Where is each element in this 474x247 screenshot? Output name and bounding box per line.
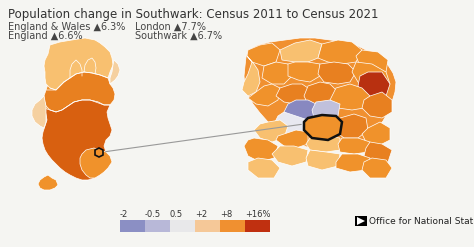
- Bar: [120, 220, 145, 232]
- Polygon shape: [306, 136, 340, 152]
- Polygon shape: [312, 100, 340, 120]
- Polygon shape: [248, 158, 280, 178]
- Text: Office for National Statistics: Office for National Statistics: [369, 217, 474, 226]
- Bar: [145, 220, 170, 232]
- Text: London ▲7.7%: London ▲7.7%: [135, 22, 206, 32]
- Bar: [220, 220, 245, 232]
- Text: -0.5: -0.5: [145, 210, 161, 219]
- Polygon shape: [38, 175, 58, 190]
- Polygon shape: [262, 62, 292, 84]
- Text: England ▲6.6%: England ▲6.6%: [8, 31, 82, 41]
- Polygon shape: [254, 120, 288, 142]
- Text: +16%: +16%: [245, 210, 271, 219]
- Polygon shape: [336, 154, 370, 172]
- Polygon shape: [338, 138, 370, 154]
- Polygon shape: [362, 158, 392, 178]
- Polygon shape: [42, 100, 112, 180]
- Polygon shape: [244, 38, 396, 150]
- Polygon shape: [357, 217, 365, 225]
- Text: Population change in Southwark: Census 2011 to Census 2021: Population change in Southwark: Census 2…: [8, 8, 379, 21]
- Text: +8: +8: [220, 210, 232, 219]
- Polygon shape: [247, 43, 280, 66]
- Polygon shape: [95, 148, 103, 157]
- Bar: [170, 220, 195, 232]
- Text: -2: -2: [120, 210, 128, 219]
- Polygon shape: [352, 62, 390, 92]
- Polygon shape: [248, 84, 280, 106]
- Polygon shape: [276, 84, 308, 104]
- Polygon shape: [362, 122, 390, 146]
- Polygon shape: [358, 72, 390, 100]
- Polygon shape: [364, 142, 392, 162]
- Polygon shape: [42, 38, 115, 180]
- Polygon shape: [304, 82, 336, 106]
- Text: 0.5: 0.5: [170, 210, 183, 219]
- Polygon shape: [274, 112, 308, 136]
- Bar: [355, 216, 367, 226]
- Text: Southwark ▲6.7%: Southwark ▲6.7%: [135, 31, 222, 41]
- Polygon shape: [44, 72, 115, 112]
- Polygon shape: [336, 114, 368, 138]
- Polygon shape: [280, 40, 322, 62]
- Polygon shape: [304, 115, 342, 140]
- Text: England & Wales ▲6.3%: England & Wales ▲6.3%: [8, 22, 126, 32]
- Polygon shape: [244, 138, 278, 162]
- Polygon shape: [304, 116, 340, 138]
- Polygon shape: [318, 62, 356, 84]
- Polygon shape: [288, 62, 320, 82]
- Polygon shape: [242, 56, 260, 96]
- Bar: [195, 220, 220, 232]
- Polygon shape: [110, 60, 120, 84]
- Polygon shape: [330, 84, 370, 110]
- Text: +2: +2: [195, 210, 207, 219]
- Polygon shape: [306, 150, 340, 170]
- Polygon shape: [276, 130, 308, 148]
- Polygon shape: [356, 50, 388, 72]
- Polygon shape: [80, 148, 112, 178]
- Polygon shape: [44, 38, 113, 90]
- Bar: [245, 220, 270, 232]
- Polygon shape: [272, 146, 308, 166]
- Polygon shape: [362, 92, 392, 118]
- Polygon shape: [284, 100, 316, 120]
- Polygon shape: [32, 96, 46, 128]
- Polygon shape: [318, 40, 362, 64]
